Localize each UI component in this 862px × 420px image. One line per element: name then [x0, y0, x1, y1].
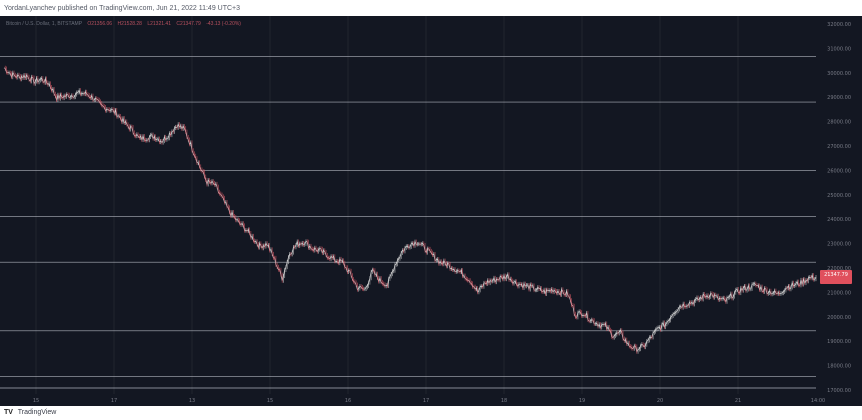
symbol-legend[interactable]: Bitcoin / U.S. Dollar, 1, BITSTAMP O2135…: [6, 19, 241, 29]
price-tick-label: 17000.00: [827, 388, 851, 394]
time-axis[interactable]: 15 17 13 15 16 17 18 19 20 21 14:00: [33, 398, 825, 404]
time-tick-label: 20: [657, 398, 663, 404]
price-tick-label: 30000.00: [827, 71, 851, 77]
legend-high: H21528.28: [117, 21, 142, 27]
time-tick-label: 17: [423, 398, 429, 404]
legend-pair: Bitcoin / U.S. Dollar, 1, BITSTAMP: [6, 21, 82, 27]
tradingview-brand[interactable]: TV TradingView: [4, 406, 56, 420]
last-price-badge: [820, 270, 852, 285]
horizontal-levels: [0, 55, 816, 389]
legend-change: -43.13 (-0.20%): [206, 21, 241, 27]
time-tick-label: 15: [33, 398, 39, 404]
price-tick-label: 18000.00: [827, 364, 851, 370]
time-cursor-label: 14:00: [811, 398, 825, 404]
legend-open: O21356.06: [87, 21, 113, 27]
price-tick-label: 24000.00: [827, 217, 851, 223]
price-series: [3, 65, 817, 354]
price-axis[interactable]: 32000.00 31000.00 30000.00 29000.00 28000.00…: [827, 22, 851, 394]
last-price-value: 21347.79: [824, 272, 848, 278]
price-tick-label: 29000.00: [827, 95, 851, 101]
price-tick-label: 19000.00: [827, 339, 851, 345]
legend-low: L21321.41: [147, 21, 171, 27]
price-tick-label: 31000.00: [827, 46, 851, 52]
price-tick-label: 20000.00: [827, 315, 851, 321]
time-tick-label: 15: [267, 398, 273, 404]
price-tick-label: 22000.00: [827, 266, 851, 272]
price-tick-label: 26000.00: [827, 168, 851, 174]
tradingview-logo-icon: TV: [4, 409, 13, 416]
time-tick-label: 21: [735, 398, 741, 404]
price-line: [3, 67, 817, 353]
price-chart[interactable]: 32000.00 31000.00 30000.00 29000.00 28000.00…: [0, 16, 862, 406]
price-tick-label: 21000.00: [827, 290, 851, 296]
time-tick-label: 16: [345, 398, 351, 404]
price-tick-label: 25000.00: [827, 193, 851, 199]
last-price-tag: 21347.79: [820, 270, 852, 285]
legend-close: C21347.79: [176, 21, 201, 27]
price-tick-label: 28000.00: [827, 120, 851, 126]
vertical-grid: [35, 16, 739, 394]
time-tick-label: 18: [501, 398, 507, 404]
price-tick-label: 23000.00: [827, 242, 851, 248]
tradingview-brand-name: TradingView: [17, 409, 57, 416]
price-tick-label: 27000.00: [827, 144, 851, 150]
time-tick-label: 13: [189, 398, 195, 404]
chart-panel[interactable]: 32000.00 31000.00 30000.00 29000.00 28000.00…: [0, 16, 862, 406]
price-tick-label: 32000.00: [827, 22, 851, 28]
time-tick-label: 19: [579, 398, 585, 404]
time-tick-label: 17: [111, 398, 117, 404]
publish-attribution: YordanLyanchev published on TradingView.…: [4, 5, 241, 12]
